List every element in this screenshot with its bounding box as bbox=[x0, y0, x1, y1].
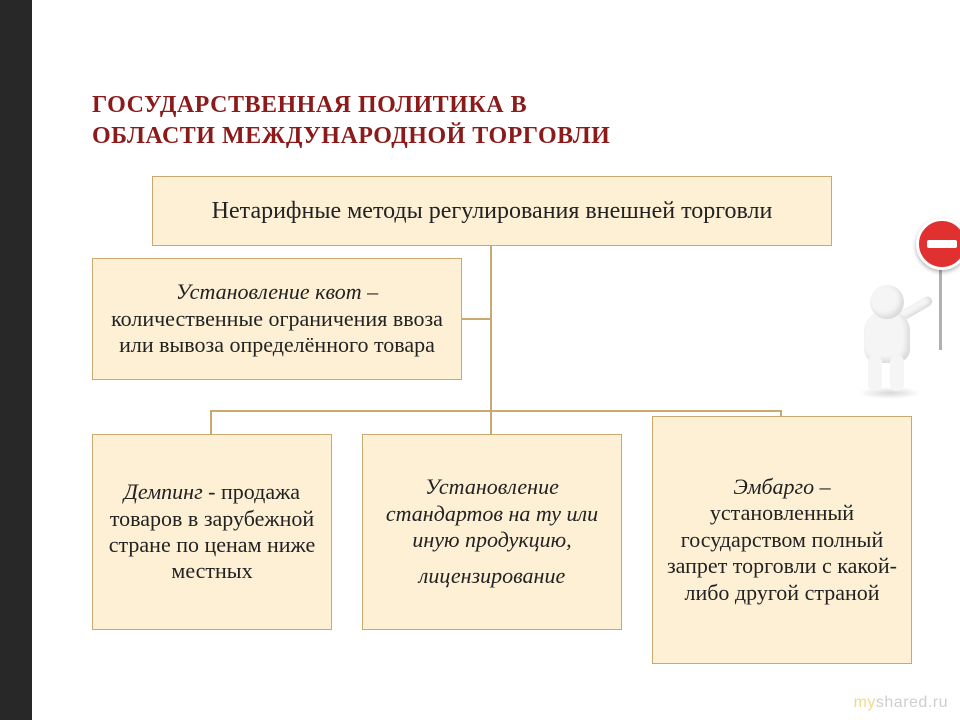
dumping-content: Демпинг - продажа товаров в зарубежной с… bbox=[103, 479, 321, 585]
connector-bottom-h bbox=[210, 410, 780, 412]
person-icon bbox=[852, 285, 922, 395]
embargo-text: установленный государством полный запрет… bbox=[667, 500, 897, 604]
quota-box: Установление квот – количественные огран… bbox=[92, 258, 462, 380]
sign-bar bbox=[927, 240, 957, 248]
no-entry-sign-icon bbox=[916, 218, 960, 270]
quota-term: Установление квот – bbox=[176, 279, 378, 304]
slide-title: ГОСУДАРСТВЕННАЯ ПОЛИТИКА В ОБЛАСТИ МЕЖДУ… bbox=[92, 90, 652, 152]
watermark: myshared.ru bbox=[854, 694, 948, 712]
watermark-ru: .ru bbox=[928, 694, 948, 711]
connector-v-standards bbox=[490, 410, 492, 434]
person-head bbox=[870, 285, 904, 319]
connector-v-dumping bbox=[210, 410, 212, 434]
root-text: Нетарифные методы регулирования внешней … bbox=[212, 197, 773, 226]
person-leg-right bbox=[890, 355, 904, 391]
slide-area: ГОСУДАРСТВЕННАЯ ПОЛИТИКА В ОБЛАСТИ МЕЖДУ… bbox=[32, 0, 960, 720]
connector-quota-h bbox=[462, 318, 492, 320]
standards-text2: лицензирование bbox=[419, 563, 565, 589]
dumping-box: Демпинг - продажа товаров в зарубежной с… bbox=[92, 434, 332, 630]
embargo-term: Эмбарго – bbox=[733, 474, 830, 499]
dumping-term: Демпинг - bbox=[124, 479, 216, 504]
standards-box: Установление стандартов на ту или иную п… bbox=[362, 434, 622, 630]
watermark-shared: shared bbox=[876, 694, 928, 711]
embargo-box: Эмбарго – установленный государством пол… bbox=[652, 416, 912, 664]
standards-line1: Установление стандартов на ту или иную п… bbox=[373, 474, 611, 553]
embargo-content: Эмбарго – установленный государством пол… bbox=[663, 474, 901, 606]
quota-content: Установление квот – количественные огран… bbox=[103, 279, 451, 358]
quota-text: количественные ограничения ввоза или выв… bbox=[111, 306, 443, 357]
connector-root-stem bbox=[490, 246, 492, 410]
left-sidebar bbox=[0, 0, 32, 720]
watermark-my: my bbox=[854, 694, 876, 711]
root-box: Нетарифные методы регулирования внешней … bbox=[152, 176, 832, 246]
person-shadow bbox=[858, 387, 922, 399]
person-leg-left bbox=[868, 355, 882, 391]
stop-sign-figure bbox=[848, 230, 948, 400]
